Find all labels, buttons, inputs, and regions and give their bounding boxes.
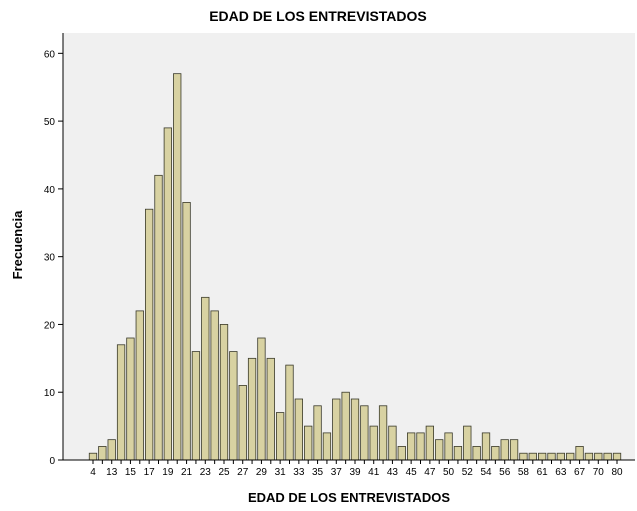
x-tick-label: 63 [555,467,567,478]
x-tick-label: 37 [331,467,343,478]
bar-46 [416,432,425,461]
bar-25 [219,324,229,461]
x-tick-label: 61 [537,467,549,478]
y-tick-label: 60 [44,49,56,60]
bar-38 [341,391,350,461]
bar-63 [556,452,565,461]
bar-31 [275,412,285,461]
y-tick-label: 50 [44,117,56,128]
chart-title: EDAD DE LOS ENTREVISTADOS [209,8,427,24]
x-tick-label: 13 [106,467,118,478]
bar-56 [500,439,509,461]
bar-36 [322,432,332,461]
x-tick-label: 52 [462,467,474,478]
bar-19 [163,127,173,461]
bar-45 [406,432,416,461]
bar-58 [519,452,528,461]
y-tick-label: 20 [44,320,56,331]
bar-43 [388,425,397,461]
x-tick-label: 67 [574,467,586,478]
bar-55 [491,446,500,461]
bar-16 [135,310,144,461]
y-tick-label: 0 [49,456,55,467]
bar-80 [612,452,622,461]
y-tick-label: 40 [44,185,56,196]
bar-27 [238,385,247,461]
x-tick-label: 80 [611,467,623,478]
bar-57 [509,439,519,461]
bar-47 [425,425,434,461]
bar-29 [257,337,266,461]
bar-67 [575,446,584,461]
x-tick-label: 50 [443,467,455,478]
bar-44 [397,446,406,461]
y-axis: 0 10 20 30 40 50 60 [44,33,64,467]
bar-14 [116,344,126,461]
x-axis-label: EDAD DE LOS ENTREVISTADOS [248,490,450,505]
bar-61 [538,452,547,461]
bar-62 [547,452,556,461]
bar-18 [154,174,163,461]
bar-34 [304,425,313,461]
bar-48 [435,439,444,461]
x-tick-label: 15 [125,467,137,478]
x-tick-label: 27 [237,467,249,478]
bar-68 [584,452,594,461]
x-tick-label: 41 [368,467,380,478]
bar-15 [126,337,135,461]
bar-75 [603,452,612,461]
x-tick-label: 17 [144,467,156,478]
y-axis-label: Frecuencia [10,210,25,279]
x-tick-label: 35 [312,467,324,478]
bar-41 [369,425,378,461]
bar-59 [528,452,537,461]
bar-53 [472,446,481,461]
x-tick-label: 56 [499,467,511,478]
bar-50 [444,432,453,461]
bar-42 [378,405,388,461]
bar-39 [350,398,360,461]
bar-28 [247,357,257,461]
bar-35 [313,405,322,461]
x-tick-label: 70 [593,467,605,478]
bar-54 [481,432,491,461]
bar-24 [210,310,219,461]
bar-37 [332,398,341,461]
x-tick-label: 23 [200,467,212,478]
x-tick-label: 29 [256,467,268,478]
bar-11 [98,446,107,461]
bar-33 [294,398,303,461]
bar-13 [107,439,116,461]
x-tick-label: 58 [518,467,530,478]
bar-64 [566,452,575,461]
x-tick-label: 19 [162,467,174,478]
bar-26 [229,351,238,461]
bar-21 [182,202,191,461]
y-tick-label: 30 [44,253,56,264]
bar-70 [594,452,603,461]
x-tick-label: 21 [181,467,193,478]
x-tick-label: 45 [406,467,418,478]
x-axis: 4 13 15 17 19 21 23 25 27 29 31 33 35 37 39 41 43 45 47 50 5… [63,459,635,478]
x-tick-label: 39 [349,467,361,478]
bar-20 [173,73,182,461]
x-tick-label: 43 [387,467,399,478]
bar-40 [360,405,369,461]
y-tick-label: 10 [44,388,56,399]
x-tick-label: 47 [424,467,436,478]
x-tick-label: 25 [218,467,230,478]
bar-51 [453,446,463,461]
bar-4 [88,452,98,461]
bar-32 [285,364,294,461]
x-tick-label: 31 [275,467,287,478]
x-tick-label: 33 [293,467,305,478]
bar-22 [191,351,201,461]
bar-52 [463,425,472,461]
x-tick-label: 54 [480,467,492,478]
bar-23 [201,296,210,461]
bar-17 [144,208,154,461]
bar-30 [266,357,275,461]
x-tick-label: 4 [90,467,96,478]
